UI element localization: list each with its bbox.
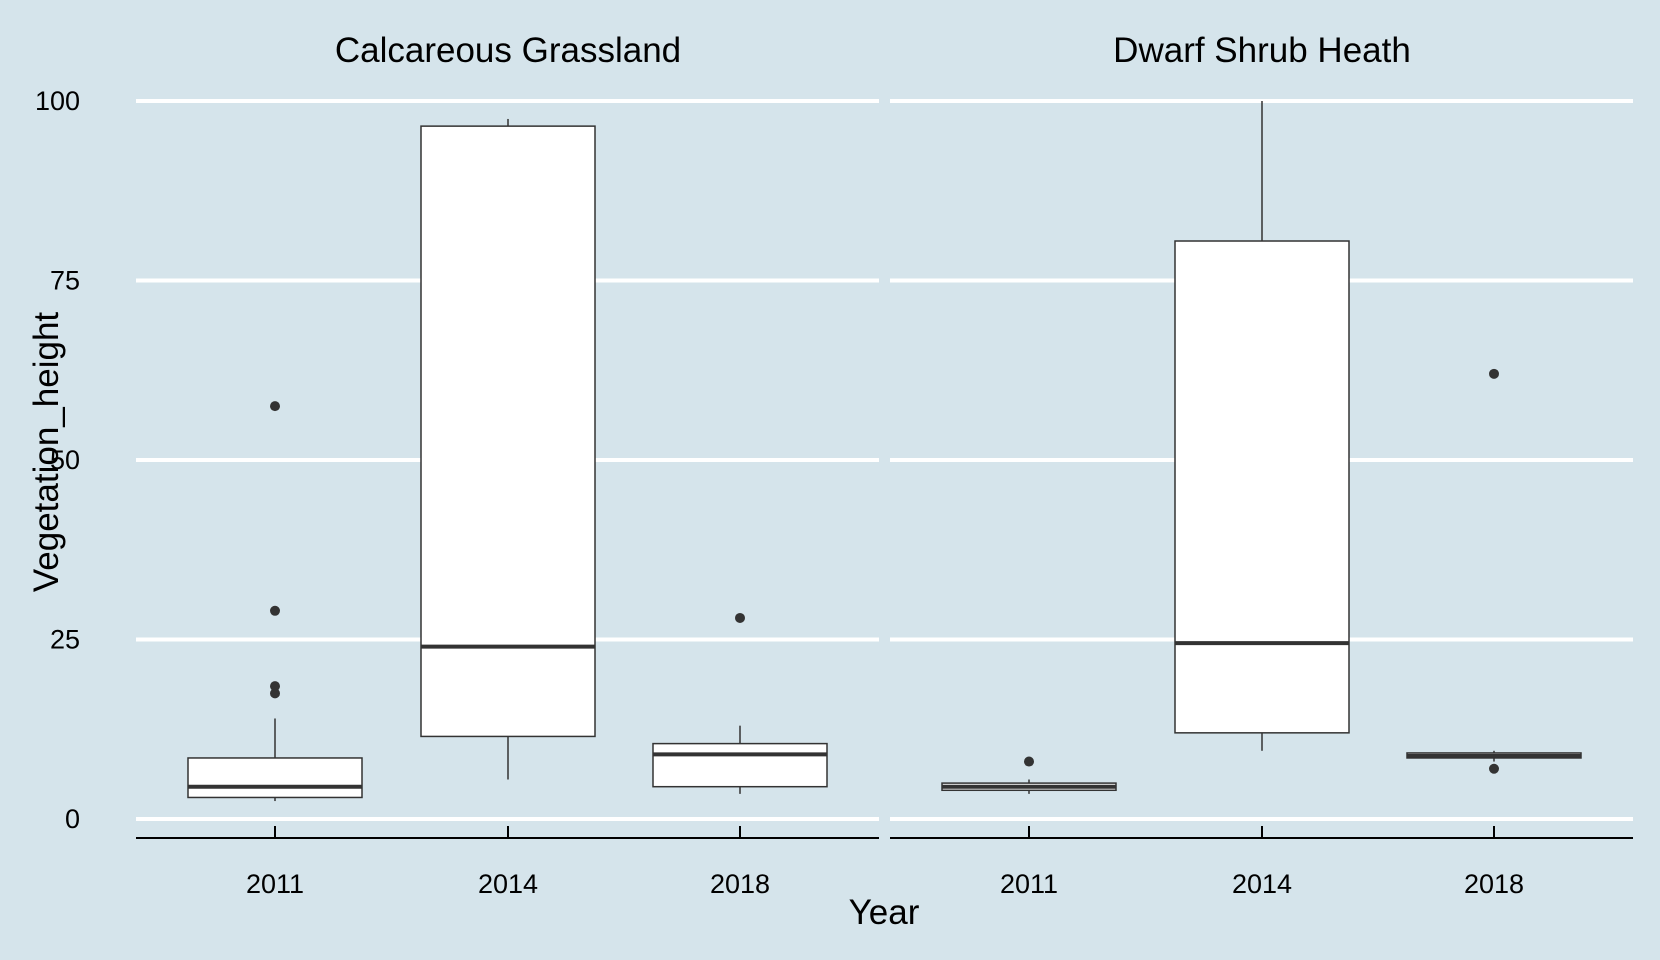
facet-title: Dwarf Shrub Heath: [1113, 31, 1411, 70]
x-tick-label: 2018: [1464, 869, 1524, 899]
outlier-point: [735, 612, 745, 623]
outlier-point: [270, 688, 280, 699]
chart-marks: [187, 101, 1582, 802]
y-tick-label: 50: [50, 445, 80, 475]
x-tick-label: 2011: [246, 869, 304, 899]
y-tick-label: 0: [65, 804, 80, 834]
y-tick-label: 75: [50, 266, 80, 296]
box: [652, 742, 828, 788]
box: [1174, 240, 1350, 734]
chart-labels: 0 25 50 75 100 Calcareous Grassland 2011 2014 20…: [35, 31, 1524, 899]
x-axis-title: Year: [849, 893, 920, 932]
axes: [136, 826, 1633, 839]
outlier-point: [1489, 763, 1499, 774]
grid-lines: [136, 99, 1633, 821]
y-axis-title: Vegetation_height: [27, 312, 66, 593]
box: [420, 125, 596, 738]
outlier-point: [270, 605, 280, 616]
outlier-point: [270, 401, 280, 412]
y-tick-label: 25: [50, 625, 80, 655]
x-tick-label: 2018: [710, 869, 770, 899]
outlier-point: [270, 681, 280, 692]
x-tick-label: 2011: [1000, 869, 1058, 899]
outlier-point: [1024, 756, 1034, 767]
x-tick-label: 2014: [1232, 869, 1292, 899]
box: [187, 757, 363, 799]
outlier-point: [1489, 368, 1499, 379]
y-tick-label: 100: [35, 86, 80, 116]
facet-title: Calcareous Grassland: [335, 31, 681, 70]
x-tick-label: 2014: [478, 869, 538, 899]
